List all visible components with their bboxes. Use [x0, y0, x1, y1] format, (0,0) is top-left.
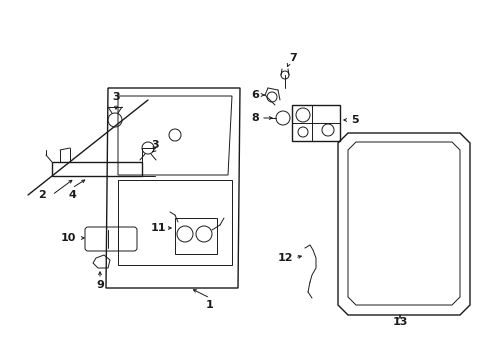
Text: 12: 12	[277, 253, 292, 263]
Text: 3: 3	[151, 140, 159, 150]
Text: 4: 4	[68, 190, 76, 200]
Text: 13: 13	[391, 317, 407, 327]
Text: 9: 9	[96, 280, 104, 290]
Bar	[291, 105, 339, 141]
Bar	[175, 218, 217, 254]
Text: 3: 3	[112, 92, 120, 102]
Bar	[52, 162, 142, 176]
Text: 8: 8	[251, 113, 258, 123]
Text: 7: 7	[288, 53, 296, 63]
Text: 6: 6	[250, 90, 259, 100]
Text: 1: 1	[206, 300, 213, 310]
Text: 2: 2	[38, 190, 46, 200]
Text: 5: 5	[350, 115, 358, 125]
Text: 11: 11	[150, 223, 165, 233]
Text: 10: 10	[60, 233, 76, 243]
